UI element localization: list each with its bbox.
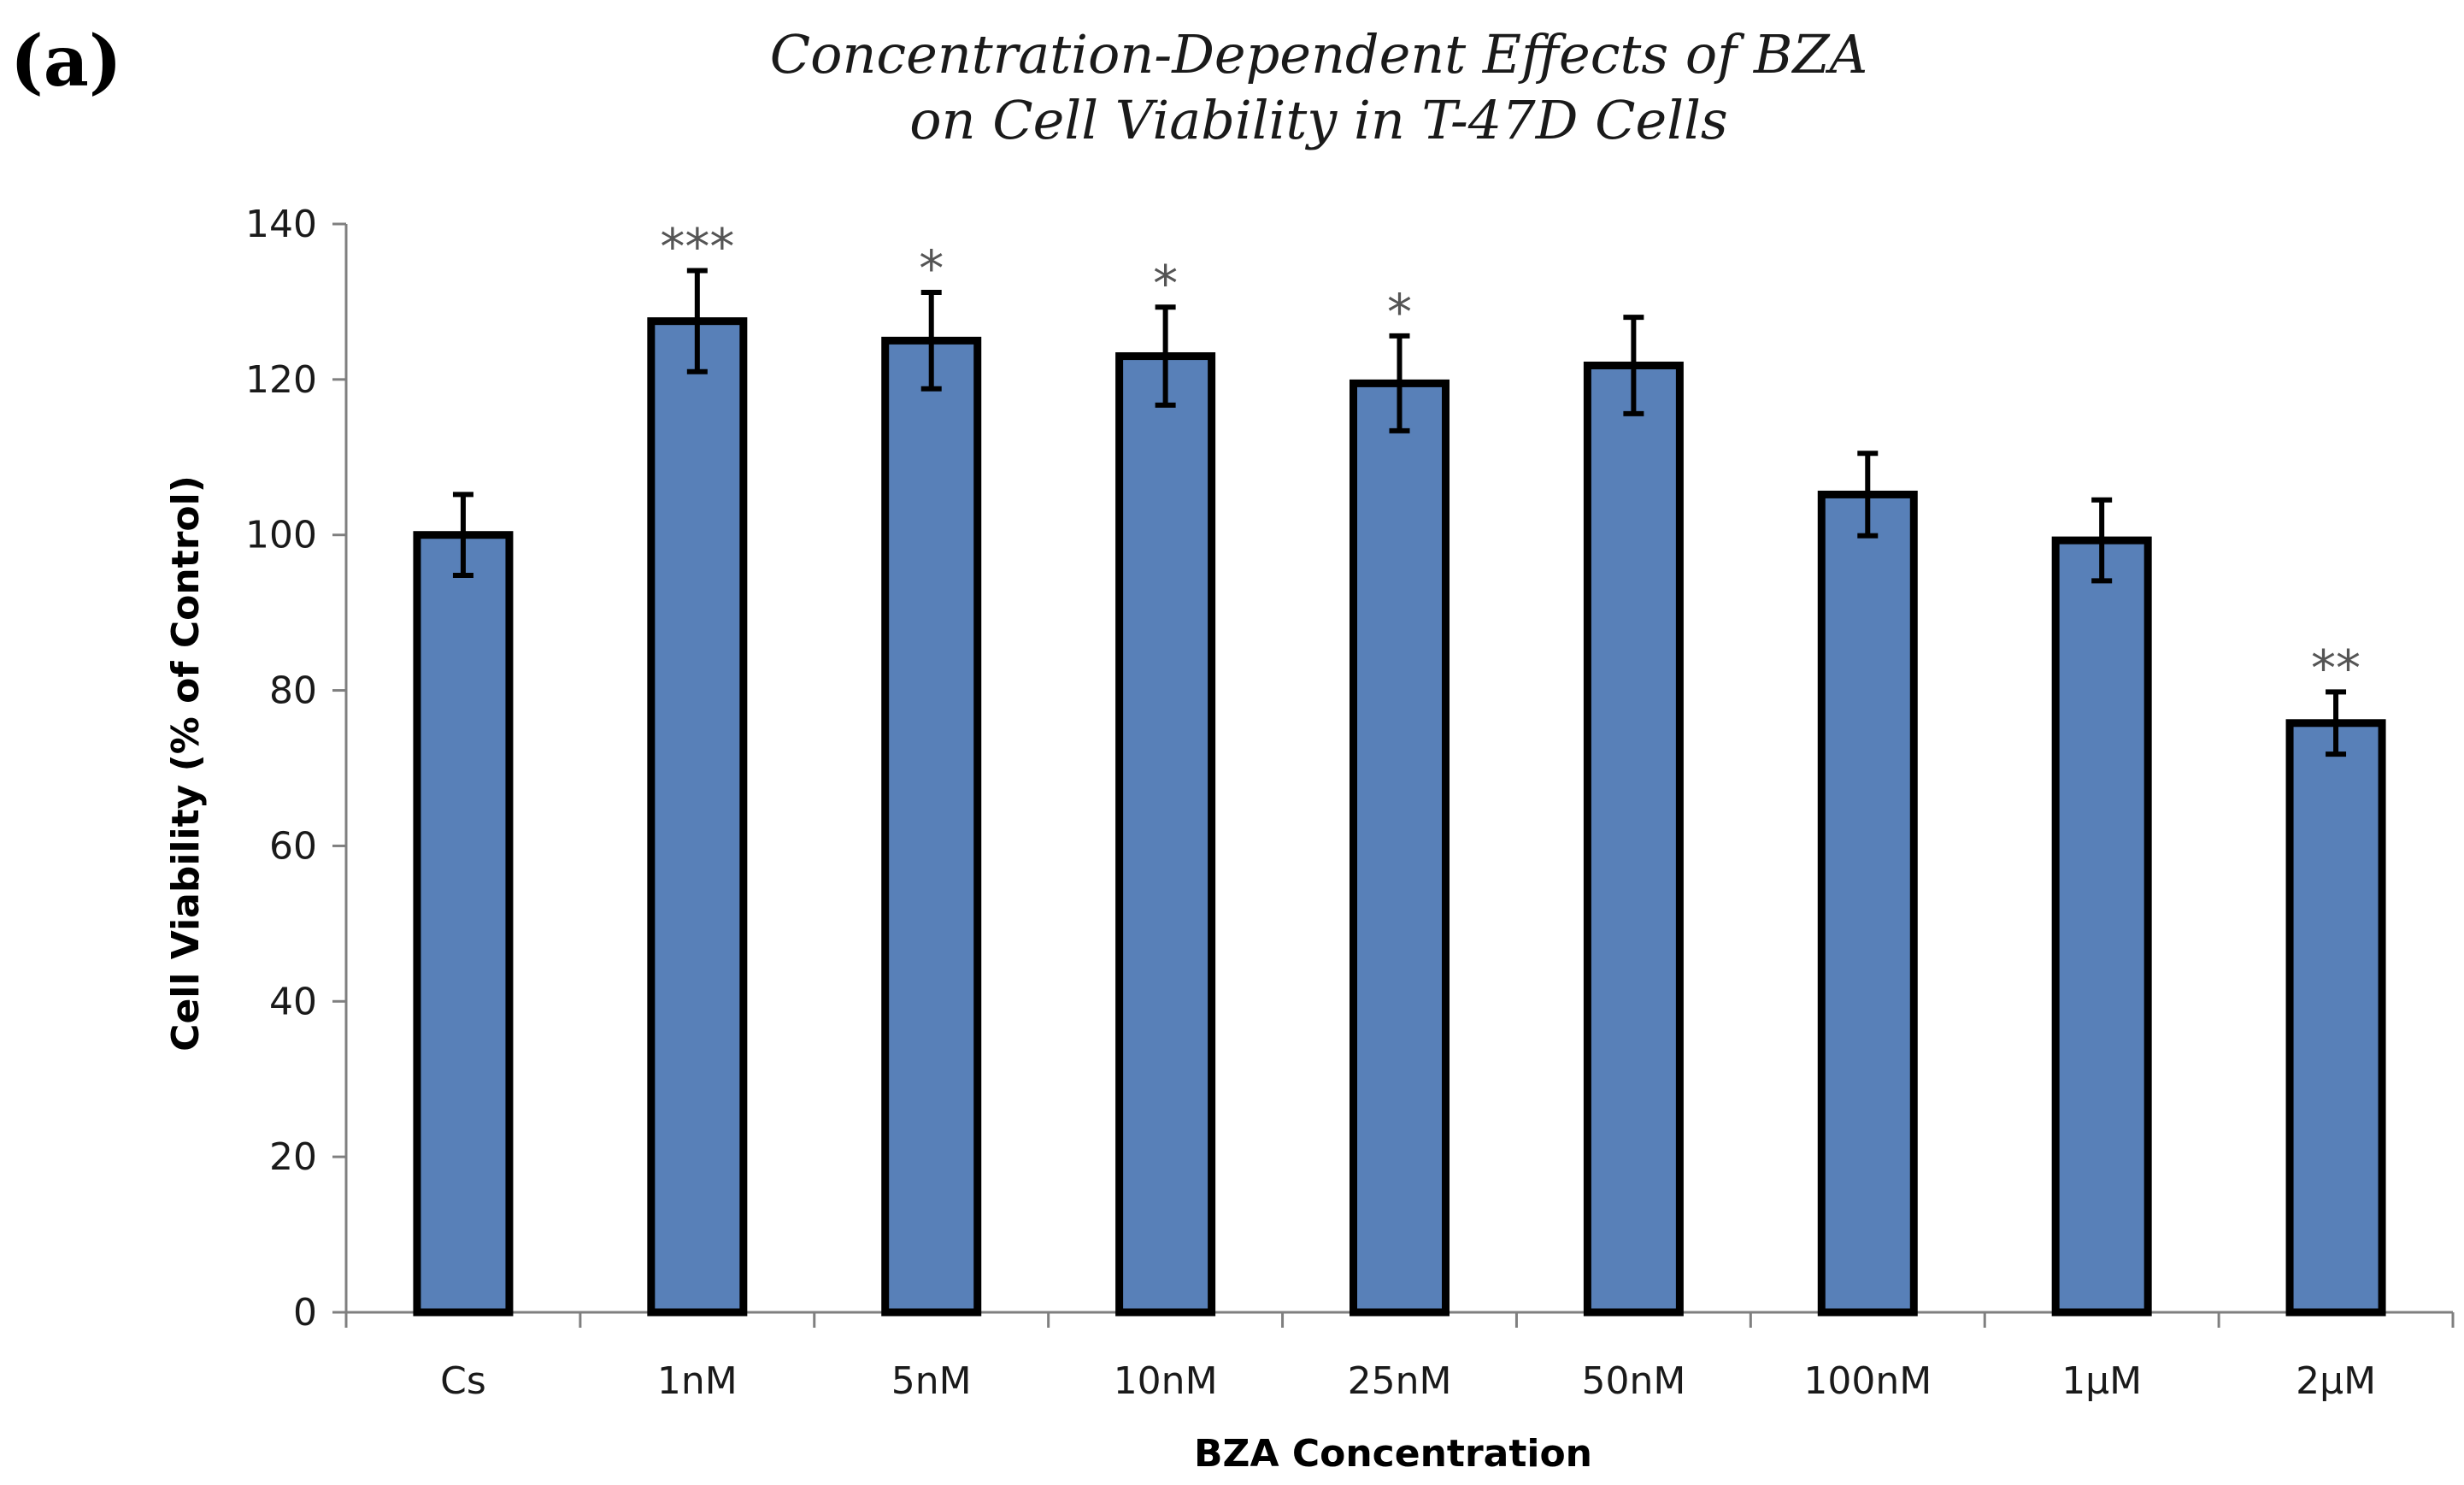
x-tick-label: 2µM — [2296, 1359, 2376, 1403]
x-tick-label: 100nM — [1803, 1359, 1932, 1403]
y-tick-label: 80 — [269, 669, 317, 713]
bar-2µM — [2285, 719, 2386, 1317]
y-tick-label: 120 — [245, 358, 317, 402]
y-tick-label: 140 — [245, 203, 317, 246]
y-tick-label: 100 — [245, 514, 317, 557]
y-axis-title: Cell Viability (% of Control) — [164, 475, 208, 1052]
bar-1µM — [2051, 536, 2152, 1317]
bar-10nM — [1115, 352, 1216, 1317]
significance-marker: * — [1387, 283, 1412, 341]
bar-1nM — [647, 317, 748, 1317]
y-tick-label: 40 — [269, 980, 317, 1023]
x-tick-label: 10nM — [1114, 1359, 1218, 1403]
x-tick-label: 1µM — [2061, 1359, 2142, 1403]
significance-marker: *** — [660, 218, 734, 276]
x-tick-label: Cs — [440, 1359, 486, 1403]
chart-title-line-2: on Cell Viability in T-47D Cells — [909, 89, 1727, 151]
bar-100nM — [1817, 490, 1918, 1317]
x-axis-title: BZA Concentration — [1194, 1432, 1592, 1476]
y-tick-label: 20 — [269, 1135, 317, 1179]
significance-marker: * — [1153, 254, 1178, 312]
bar-Cs — [413, 531, 514, 1317]
x-tick-label: 5nM — [891, 1359, 972, 1403]
significance-marker: * — [919, 239, 944, 298]
x-tick-label: 25nM — [1348, 1359, 1452, 1403]
x-tick-label: 1nM — [657, 1359, 738, 1403]
panel-label: (a) — [10, 21, 122, 103]
significance-marker: ** — [2311, 639, 2361, 697]
bar-5nM — [881, 336, 982, 1317]
x-tick-label: 50nM — [1581, 1359, 1685, 1403]
y-tick-label: 0 — [293, 1291, 317, 1335]
chart-title-line-1: Concentration-Dependent Effects of BZA — [770, 23, 1868, 85]
bar-25nM — [1350, 379, 1450, 1317]
y-tick-label: 60 — [269, 824, 317, 868]
bar-50nM — [1583, 361, 1684, 1317]
